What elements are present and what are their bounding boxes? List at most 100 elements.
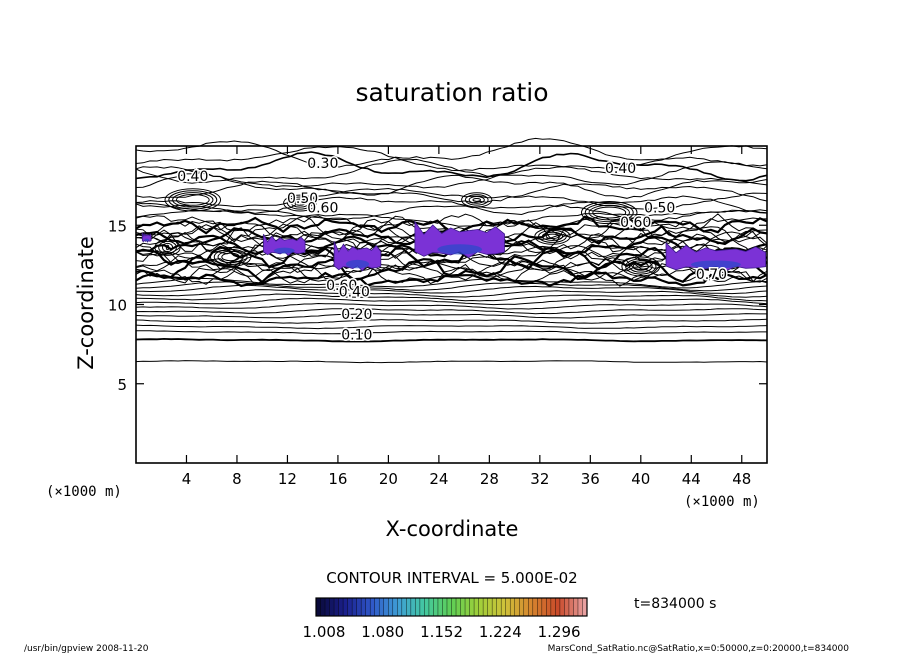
- colorbar-cell: [352, 598, 357, 616]
- colorbar-cell: [442, 598, 448, 616]
- contour-line: [135, 281, 768, 292]
- colorbar-cell: [424, 598, 430, 616]
- colorbar-cell: [465, 598, 470, 616]
- contour-line: [135, 293, 768, 302]
- colorbar-cell: [397, 598, 403, 616]
- contour-line: [135, 209, 768, 227]
- x-tick-label: 4: [182, 470, 192, 488]
- contour-eddy: [175, 194, 210, 206]
- supersaturated-core: [437, 244, 483, 255]
- contour-label: 0.40: [339, 285, 370, 301]
- contour-line: [135, 266, 768, 287]
- contour-eddy: [538, 229, 567, 243]
- contour-line: [135, 360, 768, 364]
- contour-line: [135, 137, 768, 168]
- colorbar-cell: [496, 598, 502, 616]
- plot-frame: [135, 145, 768, 464]
- contour-line: [135, 308, 768, 315]
- contour-line: [135, 324, 768, 330]
- colorbar-cell: [469, 598, 475, 616]
- colorbar-cell: [519, 598, 525, 616]
- contour-line: [135, 158, 768, 186]
- colorbar-cell: [437, 598, 443, 616]
- colorbar-cell: [383, 598, 389, 616]
- colorbar-tick-label: 1.080: [361, 623, 404, 641]
- contour-eddy: [545, 233, 560, 240]
- colorbar-cell: [514, 598, 520, 616]
- x-axis-ticks: 4 8 12 16 20 24 28 32 36 40 44 48: [182, 146, 751, 488]
- colorbar-cell: [456, 598, 461, 616]
- colorbar-cell: [406, 598, 412, 616]
- colorbar-cell: [419, 598, 425, 616]
- footer-right: MarsCond_SatRatio.nc@SatRatio,x=0:50000,…: [548, 644, 850, 654]
- contour-eddy: [283, 194, 317, 212]
- contour-label: 0.60: [307, 201, 338, 217]
- colorbar-cell: [446, 598, 452, 616]
- supersaturated-core: [690, 260, 741, 269]
- colorbar: [315, 597, 588, 617]
- colorbar-cell: [478, 598, 484, 616]
- colorbar-cell: [568, 598, 574, 616]
- colorbar-cell: [320, 598, 326, 616]
- contour-line: [135, 172, 768, 199]
- supersaturated-core: [273, 247, 295, 254]
- contour-line: [135, 297, 768, 306]
- y-tick-label: 10: [108, 297, 127, 315]
- supersaturated-core: [345, 259, 370, 269]
- supersaturated-regions: [141, 220, 767, 272]
- colorbar-tick-label: 1.224: [479, 623, 522, 641]
- colorbar-cell: [487, 598, 493, 616]
- contour-interval-label: CONTOUR INTERVAL = 5.000E-02: [326, 569, 577, 587]
- colorbar-cell: [370, 598, 376, 616]
- colorbar-cell: [559, 598, 565, 616]
- x-axis-unit-right: (×1000 m): [684, 494, 760, 510]
- colorbar-cell: [338, 598, 344, 616]
- x-tick-label: 40: [631, 470, 650, 488]
- footer-left: /usr/bin/gpview 2008-11-20: [24, 644, 149, 654]
- colorbar-cell: [415, 598, 421, 616]
- contour-label: 0.70: [696, 267, 727, 283]
- colorbar-cell: [365, 598, 371, 616]
- contour-line: [135, 180, 768, 204]
- colorbar-cell: [388, 598, 394, 616]
- colorbar-tick-label: 1.008: [303, 623, 346, 641]
- contour-eddy: [209, 246, 252, 267]
- colorbar-cell: [356, 598, 362, 616]
- x-tick-label: 12: [278, 470, 297, 488]
- contour-label: 0.50: [644, 201, 675, 217]
- x-tick-label: 32: [530, 470, 549, 488]
- contour-label: 0.20: [341, 307, 372, 323]
- colorbar-cell: [510, 598, 516, 616]
- contour-line: [135, 166, 768, 189]
- x-tick-label: 36: [581, 470, 600, 488]
- colorbar-cell: [374, 598, 380, 616]
- contour-label: 0.30: [307, 156, 338, 172]
- colorbar-cell: [523, 598, 529, 616]
- supersaturated-region: [665, 241, 767, 272]
- x-axis-label: X-coordinate: [386, 517, 519, 541]
- contour-line: [135, 337, 768, 343]
- contour-line: [135, 213, 767, 232]
- colorbar-tick-label: 1.152: [420, 623, 463, 641]
- colorbar-cell: [505, 598, 511, 616]
- colorbar-cell: [361, 598, 366, 616]
- colorbar-cell: [537, 598, 543, 616]
- colorbar-cell: [433, 598, 439, 616]
- x-tick-label: 16: [328, 470, 347, 488]
- contour-labels: 0.300.40 0.400.500.60 0.500.600.600.400.20…: [176, 155, 729, 345]
- contour-eddy: [286, 196, 314, 210]
- contour-label: 0.50: [287, 191, 318, 207]
- contour-eddy: [168, 190, 218, 210]
- x-tick-label: 28: [480, 470, 499, 488]
- contour-line: [135, 195, 768, 216]
- contour-eddy: [162, 242, 174, 253]
- contour-eddy: [217, 250, 244, 264]
- x-axis-unit-left: (×1000 m): [46, 484, 122, 500]
- contour-eddy: [164, 188, 222, 212]
- colorbar-cell: [316, 598, 321, 616]
- x-tick-label: 20: [379, 470, 398, 488]
- colorbar-cell: [392, 598, 398, 616]
- contour-line: [135, 151, 768, 182]
- colorbar-cell: [550, 598, 556, 616]
